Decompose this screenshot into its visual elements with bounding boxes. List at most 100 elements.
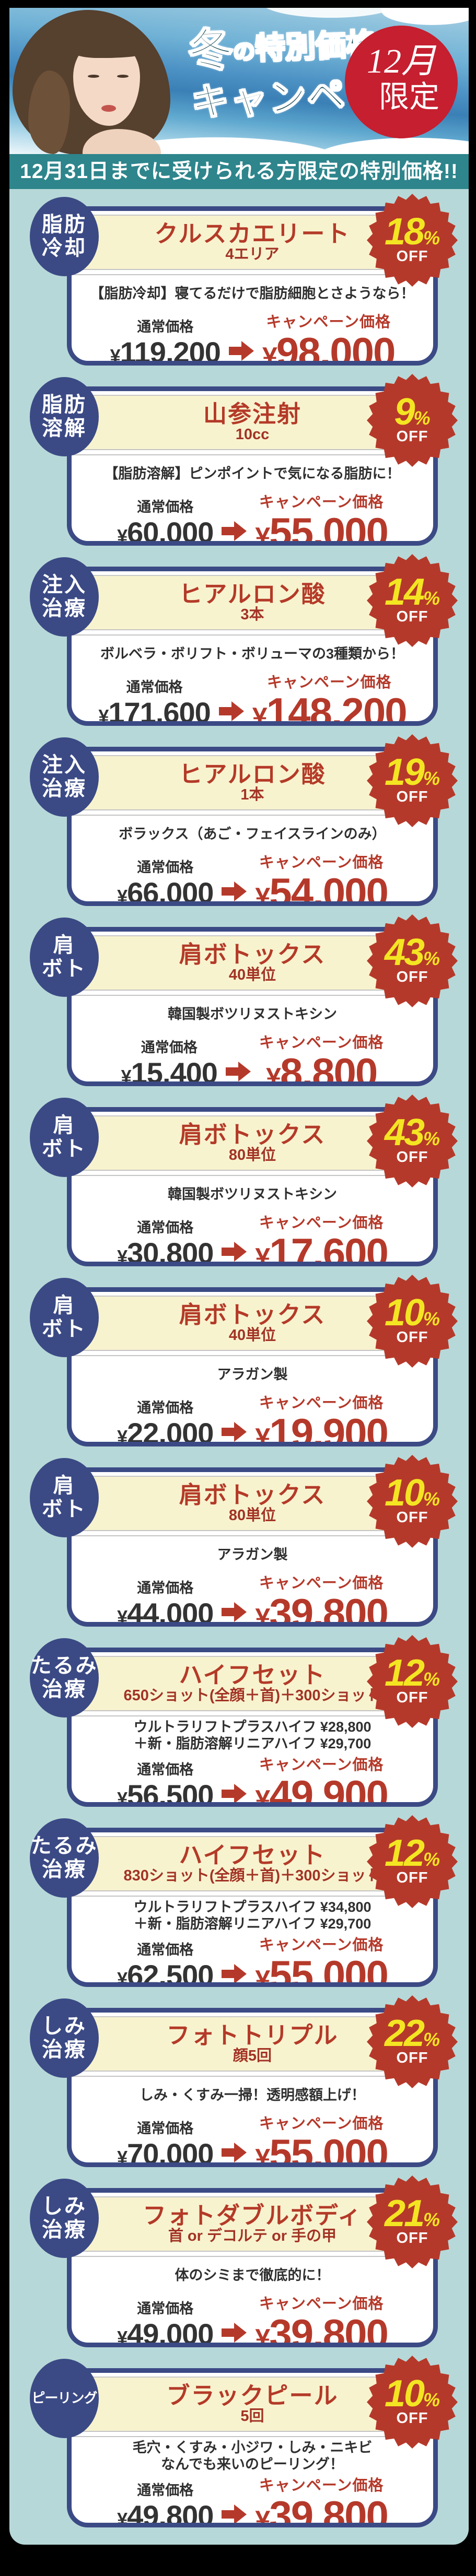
band-divider xyxy=(72,809,433,816)
model-hair-highlight xyxy=(28,70,70,154)
arrow-right-icon xyxy=(222,2143,247,2162)
discount-number: 9 xyxy=(394,391,415,433)
campaign-price-label: キャンペーン価格 xyxy=(266,674,392,691)
normal-price-value: ¥49,000 xyxy=(117,2320,214,2343)
category-badge: しみ 治療 xyxy=(30,1998,99,2078)
off-label: OFF xyxy=(396,248,428,265)
campaign-price-block: キャンペーン価格 ¥19,900 xyxy=(255,1391,388,1446)
treatment-description: 【脂肪冷却】寝てるだけで脂肪細胞とさようなら！ xyxy=(90,285,415,301)
normal-price-value: ¥171,600 xyxy=(98,696,211,726)
treatment-subtitle: 40単位 xyxy=(228,966,276,983)
normal-price-label: 通常価格 xyxy=(137,1580,194,1596)
normal-price-label: 通常価格 xyxy=(126,679,183,696)
treatment-subtitle: 1本 xyxy=(240,786,264,803)
campaign-price-number: 55,000 xyxy=(269,509,389,546)
category-badge: 肩ボト xyxy=(30,1278,99,1357)
treatment-subtitle: 830ショット(全顔＋首)＋300ショット xyxy=(123,1867,381,1884)
arrow-right-icon xyxy=(222,1783,247,1802)
yen-sign: ¥ xyxy=(255,883,270,906)
yen-sign: ¥ xyxy=(117,1968,127,1987)
title-char-winter: 冬 xyxy=(187,24,235,77)
treatment-subtitle: 3本 xyxy=(240,606,264,623)
discount-percent: 21% xyxy=(385,2195,440,2232)
yen-sign: ¥ xyxy=(255,2505,270,2527)
price-card: 肩ボトックス 80単位 アラガン製 通常価格 ¥44,000 キャンペーン価格 xyxy=(30,1455,458,1627)
price-row: 通常価格 ¥60,000 キャンペーン価格 ¥55,000 xyxy=(72,490,433,546)
off-label: OFF xyxy=(396,1149,428,1166)
treatment-title: 肩ボトックス xyxy=(179,940,326,968)
normal-price-label: 通常価格 xyxy=(137,2482,194,2498)
campaign-price-label: キャンペーン価格 xyxy=(259,1395,384,1411)
normal-price-value: ¥66,000 xyxy=(117,876,214,906)
yen-sign: ¥ xyxy=(98,705,109,726)
yen-sign: ¥ xyxy=(117,525,127,546)
category-badge: 脂肪 溶解 xyxy=(30,377,99,456)
campaign-price-block: キャンペーン価格 ¥39,800 xyxy=(255,1571,388,1622)
treatment-title: ブラックピール xyxy=(166,2382,339,2409)
campaign-price-label: キャンペーン価格 xyxy=(259,1756,384,1773)
yen-sign: ¥ xyxy=(255,1423,270,1446)
normal-price-value: ¥15,400 xyxy=(121,1058,218,1081)
discount-percent: 43% xyxy=(385,1114,440,1151)
treatment-subtitle: 顔5回 xyxy=(233,2047,272,2064)
normal-price-block: 通常価格 ¥30,800 xyxy=(117,1216,214,1266)
campaign-price-label: キャンペーン価格 xyxy=(259,2296,384,2312)
band-divider xyxy=(72,1530,433,1536)
discount-percent: 14% xyxy=(385,573,440,611)
normal-price-number: 44,000 xyxy=(127,1597,214,1627)
campaign-price-block: キャンペーン価格 ¥55,000 xyxy=(255,490,388,541)
discount-percent: 12% xyxy=(385,1834,440,1872)
treatment-subtitle: 5回 xyxy=(240,2407,264,2425)
treatment-title: フォトトリプル xyxy=(166,2021,339,2049)
yen-sign: ¥ xyxy=(117,2147,127,2167)
band-divider xyxy=(72,1890,433,1897)
normal-price-label: 通常価格 xyxy=(137,499,194,515)
discount-number: 12 xyxy=(384,1652,425,1694)
campaign-price-block: キャンペーン価格 ¥8,800 xyxy=(259,1030,384,1081)
treatment-subtitle: 650ショット(全顔＋首)＋300ショット xyxy=(123,1687,381,1704)
band-divider xyxy=(72,990,433,996)
price-card: 肩ボトックス 40単位 韓国製ボツリヌストキシン 通常価格 ¥15,400 キャ… xyxy=(30,914,458,1086)
campaign-price-label: キャンペーン価格 xyxy=(259,2115,384,2132)
price-row: 通常価格 ¥70,000 キャンペーン価格 ¥55,000 xyxy=(72,2111,433,2167)
discount-percent: 9% xyxy=(394,393,430,431)
discount-percent: 19% xyxy=(385,754,440,791)
yen-sign: ¥ xyxy=(255,1243,270,1266)
campaign-price-number: 148,200 xyxy=(266,689,408,726)
normal-price-value: ¥30,800 xyxy=(117,1237,214,1266)
percent-sign: % xyxy=(423,2389,440,2410)
campaign-price-block: キャンペーン価格 ¥55,000 xyxy=(255,2111,388,2167)
normal-price-number: 66,000 xyxy=(127,876,214,906)
discount-number: 43 xyxy=(384,931,425,973)
normal-price-block: 通常価格 ¥60,000 xyxy=(117,496,214,546)
normal-price-number: 30,800 xyxy=(127,1237,214,1266)
band-divider xyxy=(72,2071,433,2077)
campaign-price-value: ¥39,800 xyxy=(255,2313,388,2343)
campaign-price-value: ¥19,900 xyxy=(255,1413,388,1446)
treatment-title: フォトダブルボディ xyxy=(143,2202,362,2229)
category-badge: 肩ボト xyxy=(30,1458,99,1537)
campaign-price-value: ¥55,000 xyxy=(255,512,388,541)
deadline-banner: 12月31日までに受けられる方限定の特別価格!! xyxy=(9,154,469,189)
normal-price-label: 通常価格 xyxy=(137,2121,194,2137)
normal-price-number: 171,600 xyxy=(108,696,211,726)
yen-sign: ¥ xyxy=(255,2144,270,2167)
off-label: OFF xyxy=(396,1869,428,1887)
price-card-box: ヒアルロン酸 3本 ボルベラ・ボリフト・ボリューマの3種類から！ 通常価格 ¥1… xyxy=(67,567,438,726)
category-badge: 注入 治療 xyxy=(30,737,99,817)
price-row: 通常価格 ¥66,000 キャンペーン価格 ¥54,000 xyxy=(72,850,433,906)
arrow-right-icon xyxy=(222,1963,247,1982)
treatment-title: ヒアルロン酸 xyxy=(179,580,326,607)
campaign-price-block: キャンペーン価格 ¥39,800 xyxy=(255,2473,388,2527)
category-badge: 注入 治療 xyxy=(30,557,99,637)
price-card: 肩ボトックス 40単位 アラガン製 通常価格 ¥22,000 キャンペーン価格 xyxy=(30,1275,458,1446)
treatment-title: クルスカエリート xyxy=(154,220,351,247)
campaign-price-label: キャンペーン価格 xyxy=(259,1215,384,1231)
campaign-price-block: キャンペーン価格 ¥17,600 xyxy=(255,1210,388,1266)
treatment-description: 韓国製ボツリヌストキシン xyxy=(168,1006,337,1022)
normal-price-label: 通常価格 xyxy=(137,319,194,335)
discount-number: 19 xyxy=(384,751,425,793)
header-hero: 冬の特別価格 キャンペーン 12月 限定 xyxy=(9,8,469,154)
limited-badge-label: 限定 xyxy=(378,80,439,114)
off-label: OFF xyxy=(396,789,428,806)
